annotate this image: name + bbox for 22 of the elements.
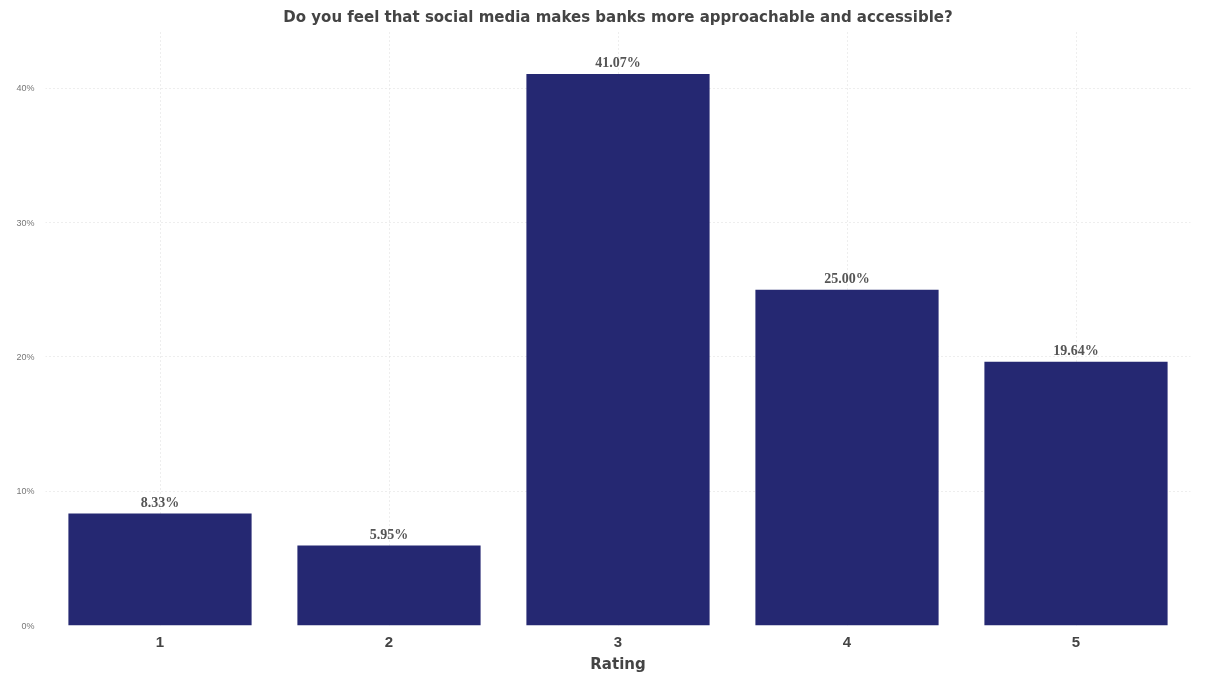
bar (297, 545, 481, 626)
x-tick-label: 3 (613, 632, 623, 650)
y-tick-label: 0% (21, 620, 35, 631)
x-tick-label: 4 (842, 632, 852, 650)
y-tick-label: 40% (16, 83, 35, 94)
chart-title: Do you feel that social media makes banks more approachable and accessible? (283, 7, 953, 26)
bar (68, 513, 252, 626)
x-axis-title: Rating (590, 654, 646, 673)
bar (526, 73, 710, 626)
data-label: 25.00% (824, 270, 870, 286)
y-tick-label: 30% (16, 217, 35, 228)
data-label: 8.33% (140, 494, 180, 510)
y-tick-label: 20% (16, 351, 35, 362)
data-label: 19.64% (1053, 342, 1099, 358)
data-label: 41.07% (595, 54, 641, 70)
x-tick-label: 1 (155, 632, 165, 650)
y-tick-label: 10% (16, 486, 35, 497)
x-tick-label: 2 (384, 632, 394, 650)
bar (984, 361, 1168, 626)
x-tick-label: 5 (1071, 632, 1081, 650)
bar (755, 289, 939, 626)
data-label: 5.95% (369, 526, 409, 542)
